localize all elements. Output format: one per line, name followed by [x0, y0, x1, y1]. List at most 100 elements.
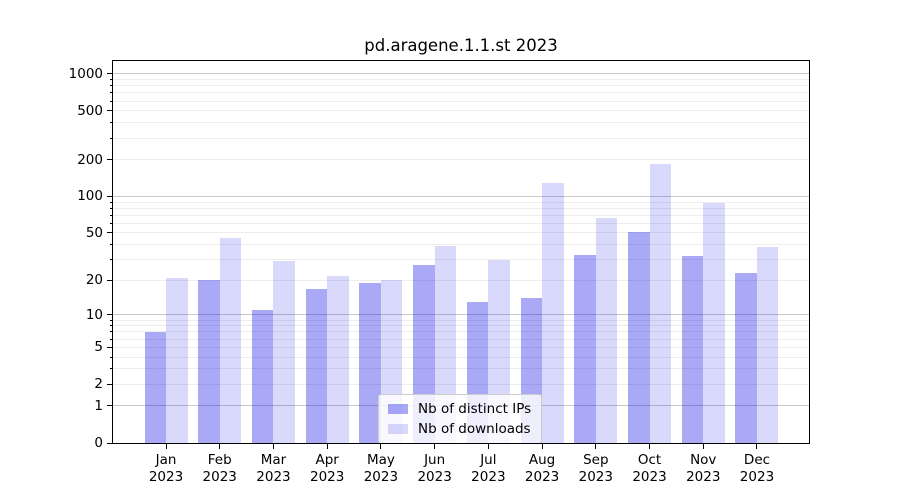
x-tick-month: May: [366, 452, 395, 468]
bar-downloads-sep: [595, 217, 618, 443]
x-tick-year: 2023: [686, 469, 721, 485]
bar-downloads-apr: [327, 275, 349, 443]
bar-downloads-jun: [434, 245, 457, 443]
x-tick: [219, 443, 221, 449]
x-tick-year: 2023: [309, 469, 345, 485]
x-tick-month: Feb: [207, 452, 232, 468]
y-minor-tick: [110, 244, 113, 246]
x-tick: [326, 443, 328, 449]
y-minor-tick: [110, 100, 113, 102]
x-tick-year: 2023: [256, 469, 291, 485]
x-tick-month: Jul: [480, 452, 497, 468]
gridline-minor: [113, 85, 809, 87]
gridline-minor: [113, 244, 809, 246]
legend-label-distinct-ips: Nb of distinct IPs: [418, 401, 532, 417]
y-tick-label: 0: [94, 435, 103, 451]
gridline-minor: [113, 346, 809, 348]
y-minor-tick: [110, 222, 113, 224]
y-tick: [107, 159, 113, 161]
y-minor-tick: [110, 325, 113, 327]
gridline-minor: [113, 207, 809, 209]
y-tick-label: 2: [94, 376, 103, 393]
y-minor-tick: [110, 368, 113, 370]
x-tick-label-oct: Oct 2023: [618, 452, 682, 486]
y-minor-tick: [110, 92, 113, 94]
bar-downloads-dec: [756, 247, 779, 443]
y-tick-label: 1: [94, 397, 103, 414]
x-tick-label-apr: Apr 2023: [295, 452, 359, 486]
gridline-minor: [113, 110, 809, 112]
gridline-minor: [113, 368, 809, 370]
x-tick-label-mar: Mar 2023: [241, 452, 305, 486]
bar-downloads-aug: [542, 182, 564, 443]
x-tick: [434, 443, 436, 449]
x-tick-label-dec: Dec 2023: [725, 452, 789, 486]
gridline-minor: [113, 159, 809, 161]
gridline-minor: [113, 279, 809, 281]
y-minor-tick: [110, 201, 113, 203]
x-tick: [541, 443, 543, 449]
x-tick-month: Dec: [743, 452, 771, 468]
x-tick: [272, 443, 274, 449]
y-tick-label: 5: [94, 339, 103, 356]
y-tick: [107, 383, 113, 385]
x-tick-label-nov: Nov 2023: [671, 452, 735, 486]
x-tick-year: 2023: [363, 469, 399, 485]
x-tick-label-aug: Aug 2023: [510, 452, 574, 486]
legend: Nb of distinct IPs Nb of downloads: [378, 394, 543, 444]
gridline-major: [113, 195, 809, 197]
y-minor-tick: [110, 338, 113, 340]
gridline-minor: [113, 201, 809, 203]
x-tick-month: Apr: [315, 452, 339, 468]
gridline-minor: [113, 137, 809, 139]
gridline-minor: [113, 319, 809, 321]
x-tick-month: Jun: [424, 452, 446, 468]
y-tick-label: 20: [85, 272, 103, 289]
gridline-minor: [113, 232, 809, 234]
legend-item-distinct-ips: Nb of distinct IPs: [388, 399, 531, 419]
bar-downloads-jan: [166, 277, 188, 443]
bar-downloads-feb: [219, 238, 242, 443]
legend-label-downloads: Nb of downloads: [418, 421, 531, 437]
gridline-minor: [113, 331, 809, 333]
y-tick: [107, 73, 113, 75]
y-minor-tick: [110, 85, 113, 87]
x-tick: [380, 443, 382, 449]
gridline-minor: [113, 259, 809, 261]
gridline-minor: [113, 214, 809, 216]
x-tick-month: Aug: [528, 452, 556, 468]
y-tick-label: 200: [77, 151, 103, 168]
x-tick-label-sep: Sep 2023: [564, 452, 628, 486]
y-minor-tick: [110, 331, 113, 333]
y-tick-label: 1000: [68, 65, 103, 82]
chart-title: pd.aragene.1.1.st 2023: [364, 36, 558, 55]
bar-distinct-ips-jan: [144, 331, 166, 443]
bar-distinct-ips-feb: [198, 280, 220, 443]
y-tick: [107, 110, 113, 112]
x-tick: [649, 443, 651, 449]
x-tick-year: 2023: [202, 469, 237, 485]
gridline-minor: [113, 338, 809, 340]
x-tick-label-may: May 2023: [349, 452, 413, 486]
y-minor-tick: [110, 207, 113, 209]
y-minor-tick: [110, 356, 113, 358]
y-tick-label: 500: [77, 102, 103, 119]
bar-distinct-ips-nov: [681, 256, 704, 443]
y-tick: [107, 405, 113, 407]
gridline-minor: [113, 79, 809, 81]
x-tick-label-feb: Feb 2023: [188, 452, 252, 486]
y-tick-label: 50: [85, 224, 103, 241]
x-tick: [595, 443, 597, 449]
y-minor-tick: [110, 79, 113, 81]
x-tick-year: 2023: [632, 469, 667, 485]
x-tick-year: 2023: [578, 469, 613, 485]
y-tick: [107, 346, 113, 348]
plot-area: Nb of distinct IPs Nb of downloads: [112, 60, 810, 444]
gridline-minor: [113, 122, 809, 124]
y-minor-tick: [110, 319, 113, 321]
gridline-major: [113, 314, 809, 316]
x-tick-label-jan: Jan 2023: [134, 452, 198, 486]
x-tick: [702, 443, 704, 449]
gridline-minor: [113, 92, 809, 94]
x-tick-label-jul: Jul 2023: [456, 452, 520, 486]
